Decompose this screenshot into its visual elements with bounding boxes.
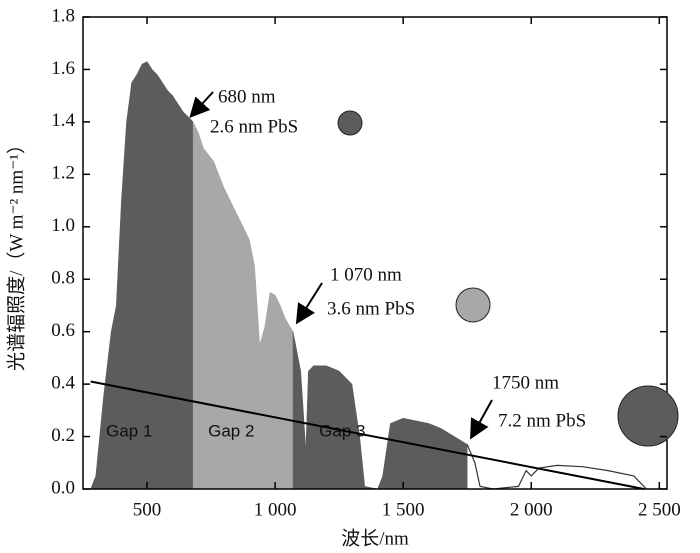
- y-axis-label: 光谱辐照度/（W m⁻² nm⁻¹）: [5, 135, 27, 371]
- region-label: Gap 1: [106, 421, 152, 440]
- y-tick-label: 0.0: [51, 477, 75, 498]
- annotation: 1 070 nm: [330, 264, 402, 285]
- y-tick-label: 0.2: [51, 425, 75, 446]
- dot-icon: [455, 287, 491, 323]
- y-tick-label: 0.8: [51, 268, 75, 289]
- y-tick-label: 1.0: [51, 215, 75, 236]
- arrow: [295, 282, 323, 325]
- region-label: Gap 2: [208, 421, 254, 440]
- y-tick-label: 1.2: [51, 163, 75, 184]
- x-tick-label: 1 000: [254, 499, 297, 520]
- x-tick-label: 2 500: [638, 499, 681, 520]
- trend-line: [90, 380, 645, 490]
- axes-frame: [82, 16, 668, 490]
- x-tick-label: 500: [133, 499, 162, 520]
- area: [90, 61, 194, 490]
- y-tick-label: 1.4: [51, 110, 75, 131]
- annotation: 1750 nm: [492, 372, 559, 393]
- y-tick-label: 1.6: [51, 58, 75, 79]
- annotation: 2.6 nm PbS: [210, 116, 298, 137]
- annotation: 3.6 nm PbS: [327, 298, 415, 319]
- dot-icon: [617, 385, 679, 447]
- area: [292, 331, 468, 490]
- area: [192, 121, 294, 490]
- x-tick-label: 1 500: [382, 499, 425, 520]
- x-tick-label: 2 000: [510, 499, 553, 520]
- x-axis-label: 波长/nm: [341, 527, 409, 549]
- y-tick-label: 0.6: [51, 320, 75, 341]
- tail-line: [466, 444, 647, 490]
- annotation: 680 nm: [218, 86, 276, 107]
- y-tick-label: 1.8: [51, 5, 75, 26]
- arrow: [189, 91, 214, 118]
- arrow: [470, 399, 493, 440]
- y-tick-label: 0.4: [51, 372, 75, 393]
- plot-area: [90, 61, 647, 490]
- dot-icon: [337, 110, 363, 136]
- annotation: 7.2 nm PbS: [498, 410, 586, 431]
